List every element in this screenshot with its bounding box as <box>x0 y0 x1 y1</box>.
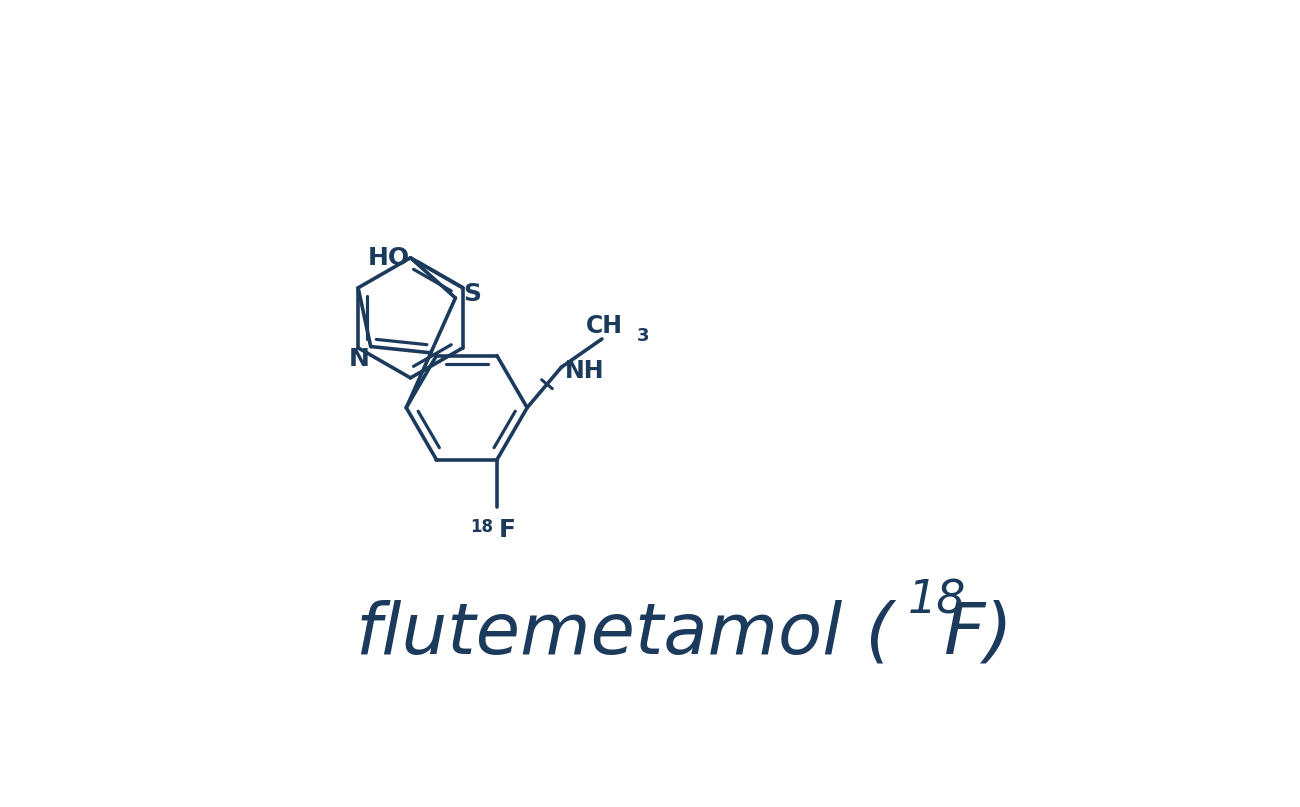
Text: N: N <box>348 347 369 371</box>
Text: 18: 18 <box>471 517 493 536</box>
Text: 3: 3 <box>637 327 649 345</box>
Text: F: F <box>498 517 516 541</box>
Text: CH: CH <box>586 314 623 338</box>
Text: S: S <box>463 282 481 307</box>
Text: 18: 18 <box>907 579 966 624</box>
Text: NH: NH <box>564 359 605 383</box>
Text: F): F) <box>942 599 1013 668</box>
Text: flutemetamol (: flutemetamol ( <box>356 599 894 668</box>
Text: HO: HO <box>368 245 410 270</box>
